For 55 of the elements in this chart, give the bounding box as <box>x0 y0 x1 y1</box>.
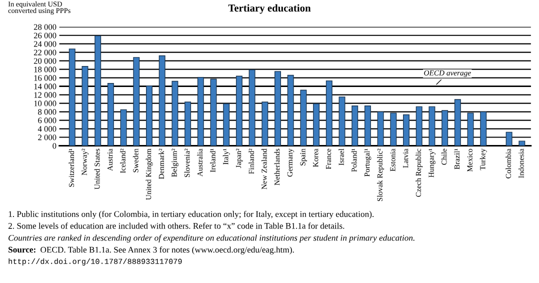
y-tick-label: 18 000 <box>34 66 56 72</box>
bar <box>210 78 217 146</box>
bar <box>364 105 371 146</box>
bar <box>442 110 448 146</box>
bar <box>377 111 384 146</box>
y-tick-label: 12 000 <box>34 92 56 98</box>
y-tick-label: 4 000 <box>38 126 56 132</box>
bar <box>133 57 140 146</box>
bar <box>352 105 358 146</box>
text: Countries are ranked in descending order of expenditure on educational institutions per student in primary education. <box>8 234 414 243</box>
text: 2. Some levels of education are included with others. Refer to “x” code in Table B1.1a for details. <box>8 222 344 229</box>
bar <box>146 86 152 146</box>
bar <box>506 132 512 146</box>
y-tick-label: 2 000 <box>38 134 56 140</box>
bar <box>428 106 436 146</box>
bar <box>223 103 230 146</box>
y-tick-label: 6 000 <box>38 118 56 124</box>
bar <box>262 102 268 146</box>
bar <box>68 48 76 146</box>
bar <box>287 74 294 146</box>
bar <box>197 77 204 146</box>
y-tick-label: 28 000 <box>34 24 56 30</box>
bar <box>518 140 526 146</box>
bar <box>94 35 102 146</box>
bar <box>172 80 178 146</box>
bar <box>326 80 332 146</box>
y-tick-label: 16 000 <box>34 75 56 81</box>
bar <box>107 82 114 146</box>
bar <box>338 96 346 146</box>
bar <box>248 69 256 146</box>
y-tick-label: 8 000 <box>38 109 56 115</box>
bar <box>390 112 397 146</box>
bar <box>454 99 461 146</box>
bar <box>416 106 422 146</box>
text: 1. Public institutions only (for Colombia, in tertiary education only; for Italy, except in tertiary education). <box>8 210 374 219</box>
y-tick-label: 0 <box>52 143 56 149</box>
bar <box>158 55 166 146</box>
bar <box>313 103 320 146</box>
y-tick-label: 10 000 <box>34 100 56 106</box>
bar <box>82 66 88 146</box>
y-tick-label: 20 000 <box>34 58 56 64</box>
y-tick-label: 26 000 <box>34 32 56 38</box>
bar <box>403 114 410 146</box>
y-tick-label: 22 000 <box>34 50 56 56</box>
y-tick-label: 24 000 <box>34 41 56 47</box>
bar <box>120 109 127 146</box>
bar <box>274 71 281 146</box>
bar <box>467 112 474 146</box>
source-note: Source: OECD. Table B1.1a. See Annex 3 for notes (www.oecd.org/edu/eag.htm). <box>8 246 294 254</box>
bar <box>236 76 242 146</box>
y-tick-label: 14 000 <box>34 84 56 90</box>
bar <box>300 90 307 146</box>
chart-title: Tertiary education <box>228 4 311 14</box>
bar <box>184 102 192 146</box>
bar <box>480 111 487 146</box>
